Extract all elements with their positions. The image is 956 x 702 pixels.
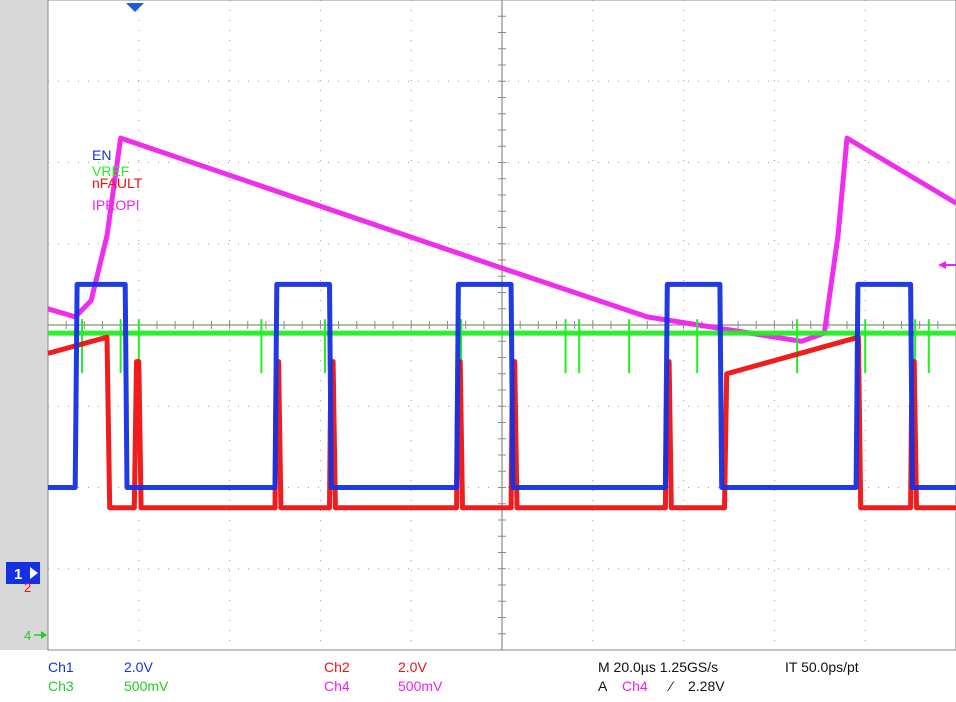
- timebase-readout: M 20.0µs 1.25GS/s: [598, 659, 718, 675]
- legend-nfault: nFAULT: [92, 175, 143, 191]
- ch2-scale: 2.0V: [398, 659, 427, 675]
- interpolation-readout: IT 50.0ps/pt: [785, 659, 859, 675]
- ch2-ground-marker: 2: [24, 580, 31, 595]
- trace-en: [48, 281, 956, 490]
- legend-vref: VREF: [92, 163, 129, 179]
- ch2-label: Ch2: [324, 659, 350, 675]
- graticule-border: [47, 0, 956, 651]
- ch4-label: Ch4: [324, 678, 350, 694]
- trigger-slope-icon: ⁄: [667, 678, 675, 694]
- left-gutter: [0, 0, 48, 650]
- legend-ipropi: IPROPI: [92, 197, 139, 213]
- ch1-scale: 2.0V: [124, 659, 153, 675]
- ch1-label: Ch1: [48, 659, 74, 675]
- ch4-ground-marker: 4: [24, 628, 47, 643]
- ch4-scale: 500mV: [398, 678, 443, 694]
- trigger-source: Ch4: [622, 678, 648, 694]
- ch3-label: Ch3: [48, 678, 74, 694]
- graticule: [47, 0, 956, 651]
- svg-text:4: 4: [24, 628, 31, 643]
- trigger-prefix: A: [598, 678, 608, 694]
- ch3-scale: 500mV: [124, 678, 169, 694]
- trace-ipropi: [47, 135, 956, 344]
- traces: [47, 135, 956, 511]
- legend-en: EN: [92, 147, 111, 163]
- ch1-ground-marker: 1: [6, 562, 40, 584]
- ch4-trigger-level-arrow: [938, 261, 956, 269]
- trigger-position-marker: [126, 3, 144, 12]
- svg-text:1: 1: [14, 566, 22, 583]
- trigger-level: 2.28V: [688, 678, 725, 694]
